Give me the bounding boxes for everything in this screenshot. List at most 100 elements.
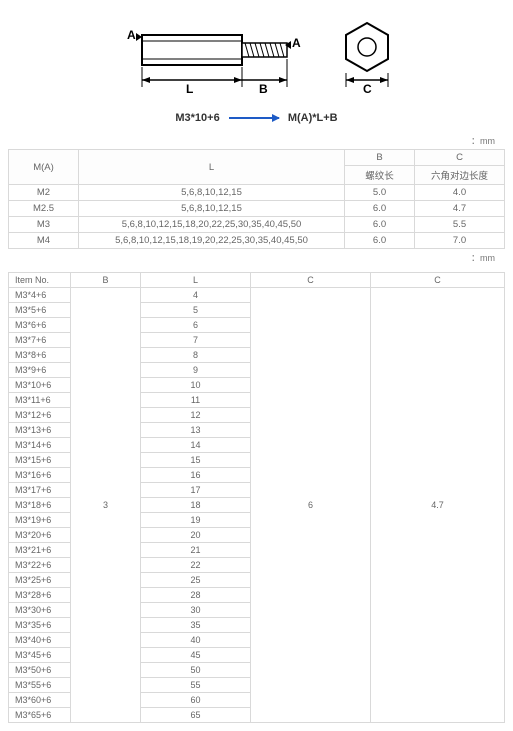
cell-item: M3*18+6: [9, 498, 71, 513]
col-item: Item No.: [9, 273, 71, 288]
cell-l: 40: [141, 633, 251, 648]
cell-c: 4.7: [415, 201, 505, 217]
cell-b: 6.0: [345, 217, 415, 233]
table-row: M25,6,8,10,12,155.04.0: [9, 185, 505, 201]
cell-b: 6.0: [345, 233, 415, 249]
cell-c2-merged: 4.7: [371, 288, 505, 723]
cell-l: 5,6,8,10,12,15: [79, 185, 345, 201]
cell-item: M3*40+6: [9, 633, 71, 648]
arrow-icon: [229, 117, 279, 119]
cell-item: M3*19+6: [9, 513, 71, 528]
cell-item: M3*30+6: [9, 603, 71, 618]
cell-item: M3*13+6: [9, 423, 71, 438]
formula-row: M3*10+6 M(A)*L+B: [8, 108, 505, 132]
cell-l: 5,6,8,10,12,15,18,20,22,25,30,35,40,45,5…: [79, 217, 345, 233]
col-l: L: [141, 273, 251, 288]
cell-item: M3*45+6: [9, 648, 71, 663]
col-c: C: [415, 150, 505, 166]
table-row: M3*4+63464.7: [9, 288, 505, 303]
col-b-sub: 螺纹长: [345, 166, 415, 185]
cell-l: 5,6,8,10,12,15,18,19,20,22,25,30,35,40,4…: [79, 233, 345, 249]
table-row: M45,6,8,10,12,15,18,19,20,22,25,30,35,40…: [9, 233, 505, 249]
cell-l: 12: [141, 408, 251, 423]
cell-item: M3*10+6: [9, 378, 71, 393]
table-header-row: Item No. B L C C: [9, 273, 505, 288]
cell-item: M3*14+6: [9, 438, 71, 453]
cell-ma: M3: [9, 217, 79, 233]
cell-item: M3*4+6: [9, 288, 71, 303]
cell-item: M3*8+6: [9, 348, 71, 363]
cell-l: 21: [141, 543, 251, 558]
cell-item: M3*65+6: [9, 708, 71, 723]
unit-label-1: ：mm: [8, 132, 505, 149]
formula-left: M3*10+6: [175, 112, 219, 124]
cell-l: 19: [141, 513, 251, 528]
col-l: L: [79, 150, 345, 185]
cell-item: M3*15+6: [9, 453, 71, 468]
cell-item: M3*11+6: [9, 393, 71, 408]
cell-item: M3*35+6: [9, 618, 71, 633]
cell-l: 28: [141, 588, 251, 603]
table-header-row: M(A) L B C: [9, 150, 505, 166]
col-ma: M(A): [9, 150, 79, 185]
cell-item: M3*55+6: [9, 678, 71, 693]
label-b: B: [259, 82, 268, 96]
cell-l: 35: [141, 618, 251, 633]
cell-item: M3*5+6: [9, 303, 71, 318]
cell-l: 7: [141, 333, 251, 348]
cell-l: 5: [141, 303, 251, 318]
cell-l: 6: [141, 318, 251, 333]
label-a-left: A: [127, 28, 136, 42]
cell-item: M3*22+6: [9, 558, 71, 573]
cell-item: M3*20+6: [9, 528, 71, 543]
label-l: L: [186, 82, 193, 96]
cell-l: 17: [141, 483, 251, 498]
item-detail-table: Item No. B L C C M3*4+63464.7M3*5+65M3*6…: [8, 272, 505, 723]
cell-l: 11: [141, 393, 251, 408]
cell-l: 9: [141, 363, 251, 378]
col-c1: C: [251, 273, 371, 288]
cell-l: 10: [141, 378, 251, 393]
cell-ma: M2: [9, 185, 79, 201]
table-row: M2.55,6,8,10,12,156.04.7: [9, 201, 505, 217]
col-c2: C: [371, 273, 505, 288]
cell-l: 50: [141, 663, 251, 678]
cell-l: 55: [141, 678, 251, 693]
label-a-right: A: [292, 36, 301, 50]
spec-summary-table: M(A) L B C 螺纹长 六角对边长度 M25,6,8,10,12,155.…: [8, 149, 505, 249]
cell-ma: M4: [9, 233, 79, 249]
cell-item: M3*9+6: [9, 363, 71, 378]
unit-label-2: ：mm: [8, 249, 505, 266]
cell-l: 13: [141, 423, 251, 438]
cell-c1-merged: 6: [251, 288, 371, 723]
cell-l: 14: [141, 438, 251, 453]
cell-l: 5,6,8,10,12,15: [79, 201, 345, 217]
cell-b: 5.0: [345, 185, 415, 201]
cell-l: 18: [141, 498, 251, 513]
cell-item: M3*21+6: [9, 543, 71, 558]
cell-l: 30: [141, 603, 251, 618]
cell-l: 15: [141, 453, 251, 468]
col-b: B: [345, 150, 415, 166]
cell-item: M3*17+6: [9, 483, 71, 498]
cell-l: 20: [141, 528, 251, 543]
cell-l: 4: [141, 288, 251, 303]
cell-item: M3*16+6: [9, 468, 71, 483]
cell-l: 8: [141, 348, 251, 363]
col-c-sub: 六角对边长度: [415, 166, 505, 185]
col-b: B: [71, 273, 141, 288]
cell-l: 45: [141, 648, 251, 663]
cell-b-merged: 3: [71, 288, 141, 723]
cell-l: 16: [141, 468, 251, 483]
cell-l: 65: [141, 708, 251, 723]
cell-item: M3*25+6: [9, 573, 71, 588]
cell-b: 6.0: [345, 201, 415, 217]
cell-item: M3*7+6: [9, 333, 71, 348]
cell-c: 7.0: [415, 233, 505, 249]
cell-l: 60: [141, 693, 251, 708]
formula-right: M(A)*L+B: [288, 112, 338, 124]
standoff-end-view: C: [332, 15, 402, 105]
table-row: M35,6,8,10,12,15,18,20,22,25,30,35,40,45…: [9, 217, 505, 233]
cell-item: M3*50+6: [9, 663, 71, 678]
cell-item: M3*28+6: [9, 588, 71, 603]
